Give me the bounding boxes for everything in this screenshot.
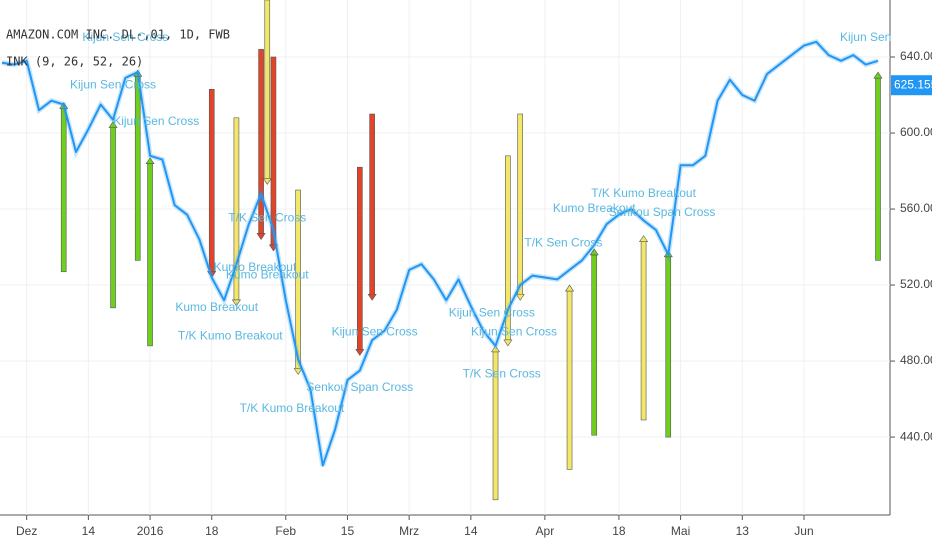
indicator-label: INK (9, 26, 52, 26) (6, 55, 143, 69)
x-tick-label: 18 (612, 524, 626, 538)
y-tick-label: 520.000 (900, 277, 932, 291)
signal-label: Kijun Sen Cross (82, 30, 168, 44)
signal-label: Kijun Sen Cross (449, 306, 535, 320)
signal-head (503, 339, 513, 347)
x-tick-label: 18 (205, 524, 219, 538)
signal-label: Kijun Sen Cross (113, 114, 199, 128)
signal-label: Kumo Breakout (553, 201, 636, 215)
signal-label: T/K Sen Cross (463, 367, 541, 381)
signal-shaft (357, 166, 363, 350)
signal-arrow (515, 113, 525, 301)
signal-label: Kijun Sen (840, 30, 891, 44)
y-tick-label: 600.000 (900, 125, 932, 139)
signal-arrow (262, 0, 272, 185)
x-tick-label: Mrz (399, 524, 419, 538)
x-tick-label: 13 (736, 524, 750, 538)
signals (59, 0, 883, 501)
signal-head (355, 349, 365, 356)
signal-arrow (256, 49, 266, 240)
signal-shaft (517, 113, 523, 295)
signal-arrow (873, 71, 883, 261)
signal-label: Senkou Span Cross (306, 380, 413, 394)
signal-head (589, 248, 599, 256)
signal-arrow (231, 117, 241, 307)
signal-arrow (663, 250, 673, 438)
signal-label: Kumo Breakout (226, 268, 309, 282)
signal-arrow (564, 284, 575, 470)
signal-head (231, 299, 241, 307)
signal-shaft (110, 127, 116, 309)
signal-shaft (134, 76, 141, 261)
x-tick-label: 14 (82, 524, 96, 538)
signal-arrow (589, 248, 599, 436)
signal-head (293, 368, 303, 375)
signal-arrow (639, 235, 649, 421)
x-tick-label: 14 (464, 524, 478, 538)
y-tick-label: 640.000 (900, 49, 932, 63)
signal-shaft (264, 0, 271, 179)
y-tick-label: 560.000 (900, 201, 932, 215)
x-tick-label: Mai (671, 524, 690, 538)
signal-label: T/K Sen Cross (228, 211, 306, 225)
signal-head (873, 71, 883, 79)
signal-shaft (566, 290, 573, 470)
signal-head (262, 178, 272, 185)
signal-label: Kijun Sen Cross (471, 325, 557, 339)
chart-title: AMAZON.COM INC. DL-,01, 1D, FWB (6, 28, 230, 42)
signal-shaft (208, 89, 215, 272)
signal-label: Kumo Breakout (214, 260, 297, 274)
price-line (1, 40, 879, 467)
y-tick-label: 480.000 (900, 353, 932, 367)
signal-arrow (355, 166, 365, 356)
signal-arrow (108, 121, 118, 309)
signal-shaft (591, 254, 598, 436)
x-tick-label: Apr (536, 524, 555, 538)
signal-head (515, 293, 525, 301)
x-tick-label: Dez (16, 524, 37, 538)
signal-label: T/K Kumo Breakout (240, 401, 345, 415)
signal-arrow (503, 155, 513, 347)
signal-head (639, 235, 649, 242)
signal-shaft (665, 256, 672, 438)
signal-shaft (60, 108, 67, 273)
x-tick-label: Feb (275, 524, 296, 538)
y-tick-label: 440.000 (900, 429, 932, 443)
signal-label: T/K Kumo Breakout (591, 186, 696, 200)
signal-arrow (145, 157, 155, 347)
signal-label: Kijun Sen Cross (332, 325, 418, 339)
signal-label: Kijun Sen Cross (70, 78, 156, 92)
signal-shaft (369, 113, 375, 295)
signal-head (490, 345, 501, 353)
signal-label: T/K Kumo Breakout (178, 329, 283, 343)
signal-shaft (147, 163, 153, 347)
last-price-label: 625.155 (894, 77, 932, 91)
signal-shaft (640, 241, 647, 421)
x-tick-label: 15 (341, 524, 355, 538)
signal-arrow (293, 189, 303, 375)
x-tick-label: 2016 (137, 524, 164, 538)
x-tick-label: Jun (794, 524, 813, 538)
signal-label: Kumo Breakout (175, 300, 258, 314)
signal-head (367, 293, 377, 301)
signal-arrow (490, 345, 501, 501)
signal-head (564, 284, 575, 292)
signal-head (256, 233, 266, 240)
signal-head (145, 157, 155, 165)
signal-shaft (875, 77, 881, 261)
signal-label: Senkou Span Cross (609, 205, 716, 219)
last-price-box (891, 75, 932, 96)
signal-head (108, 121, 118, 128)
signal-arrow (367, 113, 377, 301)
signal-label: T/K Sen Cross (524, 235, 602, 249)
